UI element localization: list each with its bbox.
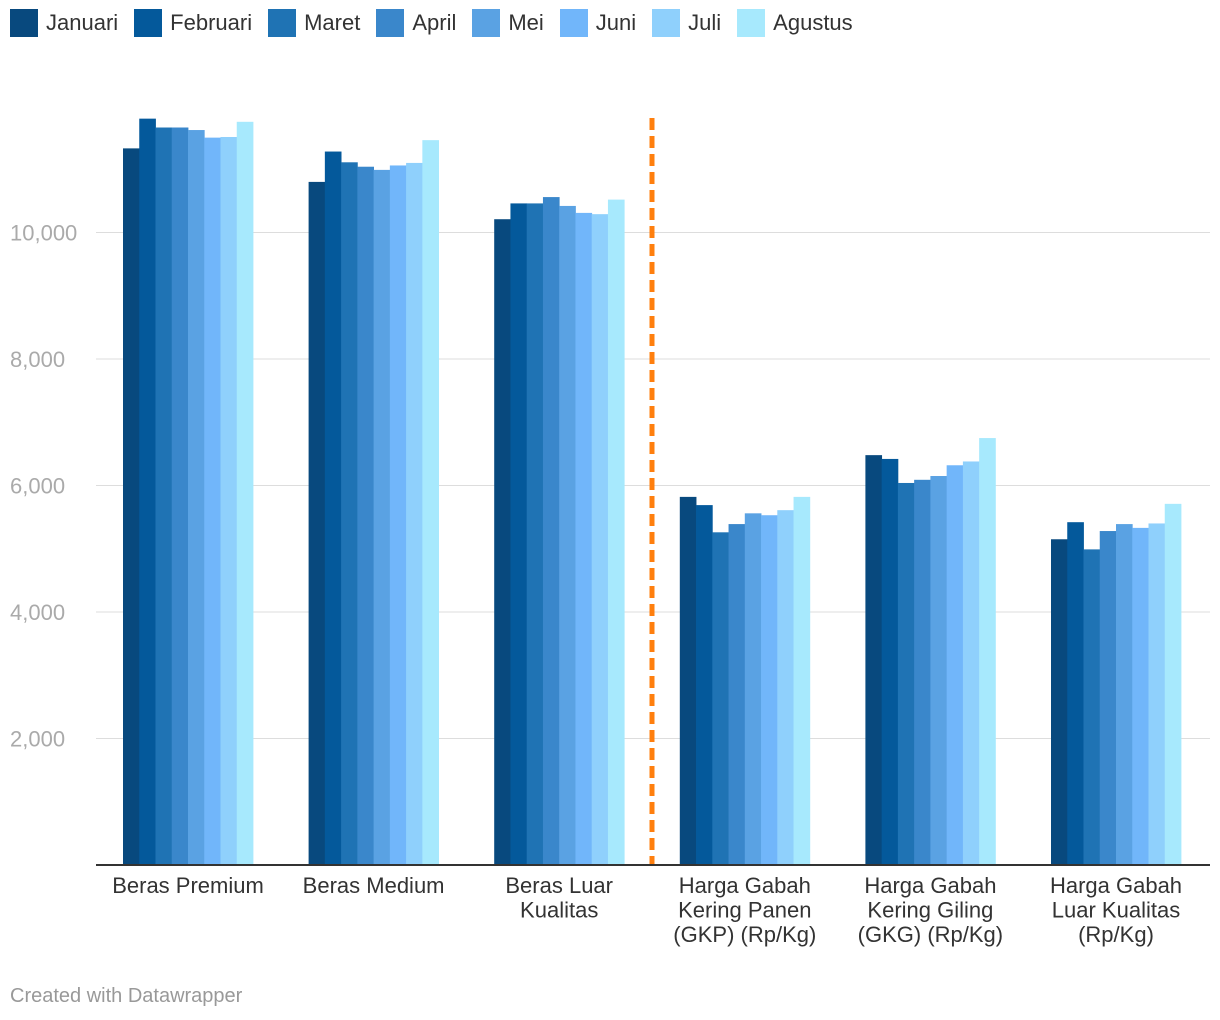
legend-label: Februari xyxy=(170,10,253,35)
x-tick-label: Kering Giling xyxy=(867,898,993,923)
y-tick-label: 8,000 xyxy=(10,347,65,372)
legend-label: Januari xyxy=(46,10,119,35)
bar xyxy=(373,169,391,865)
legend-item: Januari xyxy=(10,9,118,37)
x-tick-label: (Rp/Kg) xyxy=(1078,922,1154,947)
x-tick-label: Kering Panen xyxy=(678,898,811,923)
legend-swatch xyxy=(472,9,501,37)
bar xyxy=(575,212,593,865)
legend-swatch xyxy=(376,9,405,37)
bar xyxy=(171,127,189,865)
x-tick-label: Beras Premium xyxy=(112,873,264,898)
bar xyxy=(526,203,544,865)
legend-label: Mei xyxy=(508,10,544,35)
bar xyxy=(793,496,811,865)
legend-label: Agustus xyxy=(773,10,853,35)
legend-item: Mei xyxy=(472,9,544,37)
x-tick-label: Harga Gabah xyxy=(864,873,996,898)
y-tick-label: 6,000 xyxy=(10,474,65,499)
bar xyxy=(1067,522,1084,865)
legend-item: Juli xyxy=(652,9,721,37)
bar xyxy=(236,121,254,865)
bar xyxy=(494,219,511,865)
legend-swatch xyxy=(10,9,38,37)
bar xyxy=(155,127,173,865)
bar xyxy=(139,118,156,865)
bar xyxy=(324,151,342,866)
bar xyxy=(220,136,238,865)
legend-swatch xyxy=(737,9,766,37)
bar xyxy=(897,482,915,865)
bar xyxy=(744,513,762,865)
legend-item: April xyxy=(376,9,456,37)
bar xyxy=(712,532,729,865)
legend-swatch xyxy=(134,9,163,37)
bar xyxy=(1083,549,1101,865)
bar xyxy=(123,148,140,865)
y-tick-label: 10,000 xyxy=(10,221,77,246)
bar xyxy=(1116,524,1133,865)
x-tick-label: Luar Kualitas xyxy=(1052,898,1180,923)
bar xyxy=(979,438,996,865)
legend-label: Maret xyxy=(304,10,361,35)
bar xyxy=(930,476,948,865)
legend-swatch xyxy=(559,9,588,37)
bar xyxy=(761,515,778,865)
bar xyxy=(946,465,964,865)
bar xyxy=(881,458,899,865)
bar xyxy=(559,205,576,865)
x-tick-label: Kualitas xyxy=(520,898,598,923)
credit-footer: Created with Datawrapper xyxy=(10,985,243,1007)
y-tick-label: 4,000 xyxy=(10,600,65,625)
bar xyxy=(188,130,205,865)
bar xyxy=(679,496,697,865)
bar xyxy=(591,214,609,866)
bar xyxy=(308,181,326,865)
bar xyxy=(1148,523,1166,865)
x-tick-label: Harga Gabah xyxy=(1050,873,1182,898)
bar xyxy=(389,165,407,865)
bar xyxy=(607,199,625,866)
bar xyxy=(777,510,794,865)
x-tick-label: Harga Gabah xyxy=(679,873,811,898)
x-tick-label: Beras Luar xyxy=(505,873,613,898)
legend-label: Juni xyxy=(595,10,637,35)
legend-swatch xyxy=(268,9,297,37)
y-tick-label: 2,000 xyxy=(10,727,65,752)
bar xyxy=(696,505,713,865)
bar xyxy=(962,461,980,865)
bar xyxy=(422,140,439,865)
bar xyxy=(865,455,883,865)
bar xyxy=(406,162,423,866)
bar xyxy=(1051,539,1068,865)
bar xyxy=(914,479,931,865)
legend-swatch xyxy=(652,9,681,37)
x-tick-label: (GKG) (Rp/Kg) xyxy=(858,922,1003,947)
bar xyxy=(1099,531,1117,865)
bar xyxy=(1164,503,1182,865)
legend-item: Februari xyxy=(134,9,252,37)
bar xyxy=(357,166,374,866)
legend-item: Juni xyxy=(559,9,637,37)
legend-item: Maret xyxy=(268,9,360,37)
legend-item: Agustus xyxy=(737,9,853,37)
bar xyxy=(728,524,746,865)
bar xyxy=(341,162,358,866)
bar xyxy=(542,197,560,865)
bar xyxy=(1132,527,1149,865)
chart-legend: Januari Februari Maret April Mei Juni Juli Agus… xyxy=(10,6,869,40)
legend-label: Juli xyxy=(688,10,722,35)
legend-label: April xyxy=(412,10,457,35)
bar xyxy=(510,203,528,865)
x-tick-label: Beras Medium xyxy=(303,873,445,898)
x-tick-label: (GKP) (Rp/Kg) xyxy=(673,922,816,947)
bar xyxy=(204,137,221,865)
